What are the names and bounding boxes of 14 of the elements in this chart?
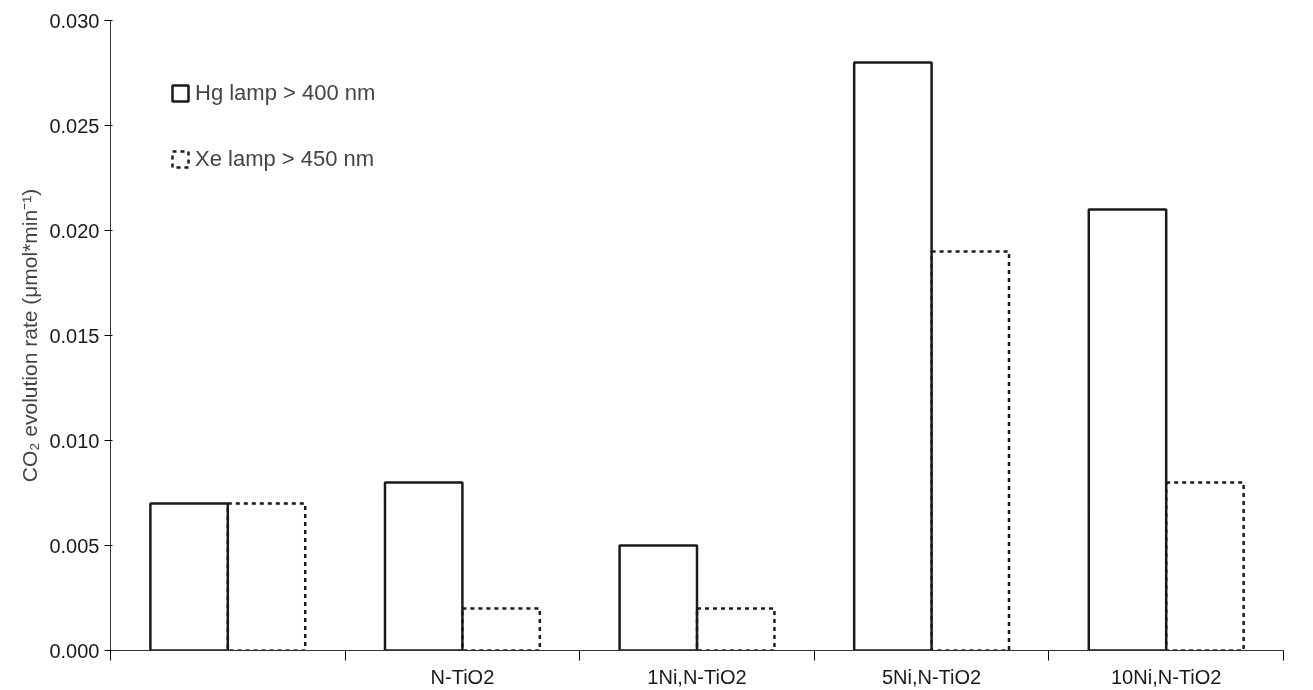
legend-label: Xe lamp > 450 nm (195, 146, 375, 172)
x-tick-label: N-TiO2 (430, 665, 495, 688)
y-axis-title: CO₂ evolution rate (μmol*min⁻¹) (18, 188, 42, 483)
y-tick-label: 0.025 (49, 114, 100, 137)
x-tick-label: 10Ni,N-TiO2 (1111, 665, 1222, 688)
y-tick-label: 0.005 (49, 534, 100, 557)
x-tick-label: 1Ni,N-TiO2 (647, 665, 747, 688)
legend-label: Hg lamp > 400 nm (195, 80, 376, 106)
x-tick-label: 5Ni,N-TiO2 (881, 665, 982, 688)
y-tick-label: 0.000 (49, 639, 100, 662)
y-tick-label: 0.020 (49, 219, 100, 242)
y-tick-label: 0.030 (49, 9, 100, 32)
y-tick-label: 0.015 (49, 324, 100, 347)
y-tick-label: 0.010 (49, 429, 100, 452)
